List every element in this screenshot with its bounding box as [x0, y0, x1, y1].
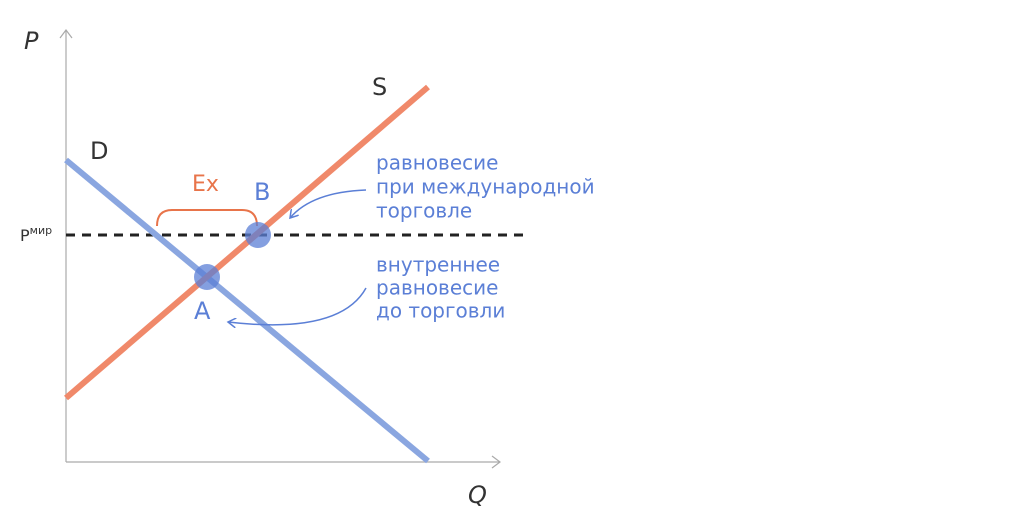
export-brace [156, 209, 258, 227]
point-a-label: A [194, 297, 211, 325]
x-axis-label: Q [468, 481, 487, 509]
supply-curve [64, 84, 430, 401]
annotation-line: до торговли [376, 299, 505, 323]
annotation-line: равновесие [376, 151, 498, 175]
world-price-label: Pмир [20, 224, 52, 245]
point-b [245, 222, 271, 248]
axes [59, 29, 501, 469]
arrow-b [290, 189, 367, 218]
export-label: Ex [192, 172, 219, 197]
annotation-line: при международной [376, 175, 595, 199]
point-b-label: B [254, 178, 270, 206]
demand-curve [64, 157, 430, 464]
annotation-line: внутреннее [376, 253, 500, 277]
arrow-a [228, 287, 367, 325]
point-a [194, 264, 220, 290]
supply-label: S [372, 73, 387, 101]
annotation-line: равновесие [376, 276, 498, 300]
world-price-sup: мир [30, 224, 52, 237]
annotation-line: торговле [376, 199, 472, 223]
demand-label: D [90, 137, 108, 165]
world-price-main: P [20, 226, 30, 245]
y-axis-label: P [24, 27, 39, 55]
